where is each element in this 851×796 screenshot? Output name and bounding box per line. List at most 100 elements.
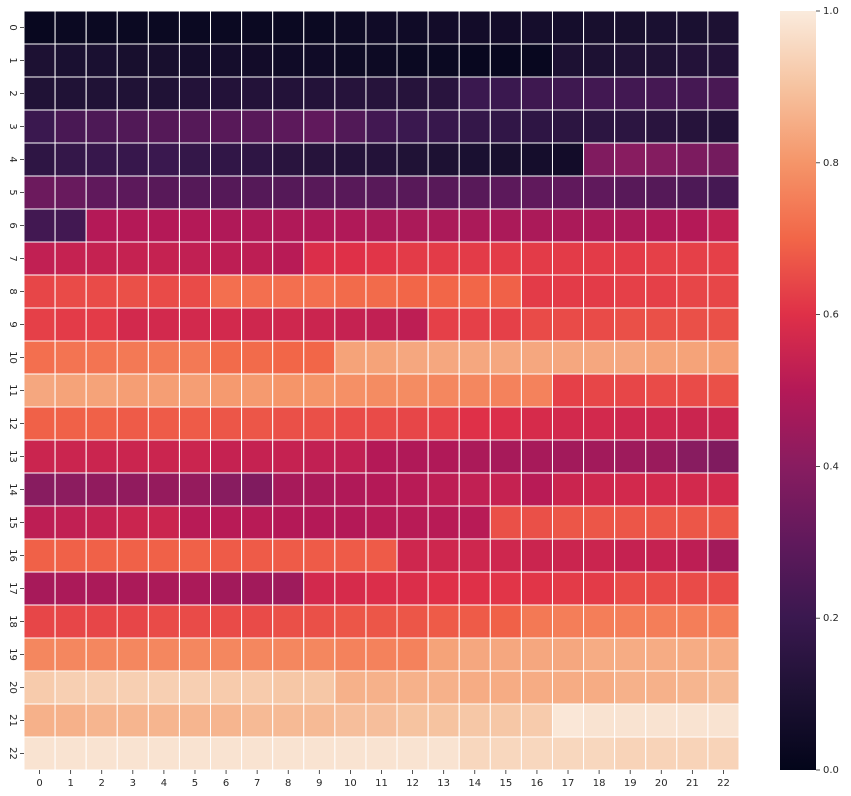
x-tick-label: 19 — [624, 778, 637, 789]
heatmap-cell — [210, 406, 243, 441]
heatmap-cell — [54, 76, 87, 111]
heatmap-cell — [365, 274, 398, 309]
x-tick-label: 10 — [344, 778, 357, 789]
heatmap-cell — [583, 76, 616, 111]
heatmap-cell — [583, 670, 616, 705]
heatmap-cell — [520, 604, 553, 639]
heatmap-cell — [458, 43, 491, 78]
heatmap-cell — [116, 175, 149, 210]
heatmap-cell — [458, 373, 491, 408]
heatmap-cell — [489, 43, 522, 78]
heatmap-cell — [303, 109, 336, 144]
heatmap-cell — [551, 736, 585, 771]
heatmap-cell — [241, 241, 274, 276]
heatmap-cell — [458, 703, 491, 738]
heatmap-cell — [85, 604, 118, 639]
heatmap-cell — [54, 736, 87, 771]
y-tick-label: 15 — [7, 516, 18, 529]
heatmap-cell — [85, 505, 118, 540]
x-tick-label: 1 — [67, 778, 73, 789]
heatmap-cell — [458, 274, 491, 309]
heatmap-cell — [303, 175, 336, 210]
heatmap-cell — [458, 175, 491, 210]
heatmap-cell — [23, 736, 56, 771]
heatmap-cell — [85, 373, 118, 408]
heatmap-cell — [54, 241, 87, 276]
y-tick-label: 21 — [7, 714, 18, 727]
heatmap-cell — [54, 340, 87, 375]
heatmap-cell — [147, 10, 180, 45]
heatmap-cell — [54, 43, 87, 78]
heatmap-cell — [520, 439, 553, 474]
heatmap-cell — [241, 142, 274, 177]
heatmap-cell — [178, 274, 212, 309]
heatmap-cell — [614, 307, 647, 342]
heatmap-cell — [365, 340, 398, 375]
heatmap-cell — [272, 175, 305, 210]
heatmap-cell — [116, 10, 149, 45]
heatmap-cell — [303, 571, 336, 606]
heatmap-cell — [676, 670, 709, 705]
heatmap-cell — [85, 472, 118, 507]
heatmap-cell — [147, 307, 180, 342]
heatmap-cell — [116, 109, 149, 144]
heatmap-cell — [396, 208, 429, 243]
heatmap-cell — [645, 307, 678, 342]
heatmap-cell — [707, 439, 740, 474]
heatmap-cell — [645, 208, 678, 243]
heatmap-cell — [458, 736, 491, 771]
colorbar-tick-label: 1.0 — [823, 6, 839, 17]
heatmap-cell — [427, 241, 460, 276]
heatmap-cell — [116, 736, 149, 771]
heatmap-cell — [210, 307, 243, 342]
heatmap-cell — [427, 175, 460, 210]
heatmap-cell — [614, 109, 647, 144]
heatmap-cell — [23, 142, 56, 177]
heatmap-cell — [85, 571, 118, 606]
heatmap-cell — [241, 538, 274, 573]
heatmap-cell — [147, 736, 180, 771]
heatmap-cell — [303, 703, 336, 738]
y-tick-label: 7 — [7, 255, 18, 261]
heatmap-cell — [272, 373, 305, 408]
heatmap-cell — [676, 472, 709, 507]
heatmap-cell — [178, 142, 212, 177]
heatmap-cell — [334, 736, 367, 771]
heatmap-cell — [23, 406, 56, 441]
heatmap-cell — [178, 637, 212, 672]
heatmap-cell — [396, 307, 429, 342]
heatmap-cell — [54, 505, 87, 540]
heatmap-cell — [583, 241, 616, 276]
heatmap-cell — [23, 571, 56, 606]
heatmap-cell — [614, 208, 647, 243]
heatmap-cell — [396, 43, 429, 78]
heatmap-cell — [272, 736, 305, 771]
heatmap-cell — [520, 43, 553, 78]
heatmap-cell — [489, 340, 522, 375]
heatmap-cell — [334, 175, 367, 210]
heatmap-cell — [303, 307, 336, 342]
heatmap-cell — [489, 472, 522, 507]
heatmap-cell — [520, 76, 553, 111]
heatmap-cell — [583, 736, 616, 771]
heatmap-cell — [272, 340, 305, 375]
heatmap-cell — [458, 439, 491, 474]
heatmap-cell — [178, 10, 212, 45]
heatmap-cell — [458, 571, 491, 606]
y-tick-label: 19 — [7, 648, 18, 661]
heatmap-cell — [458, 208, 491, 243]
y-tick-label: 22 — [7, 747, 18, 760]
y-tick-label: 0 — [7, 24, 18, 30]
x-tick-label: 8 — [285, 778, 291, 789]
heatmap-cell — [489, 736, 522, 771]
heatmap-cell — [551, 208, 585, 243]
heatmap-cell — [23, 703, 56, 738]
heatmap-cell — [489, 109, 522, 144]
heatmap-cell — [645, 175, 678, 210]
heatmap-cell — [241, 109, 274, 144]
heatmap-cell — [272, 43, 305, 78]
heatmap-cell — [707, 736, 740, 771]
heatmap-cell — [396, 637, 429, 672]
heatmap-cell — [54, 175, 87, 210]
heatmap-cell — [303, 604, 336, 639]
